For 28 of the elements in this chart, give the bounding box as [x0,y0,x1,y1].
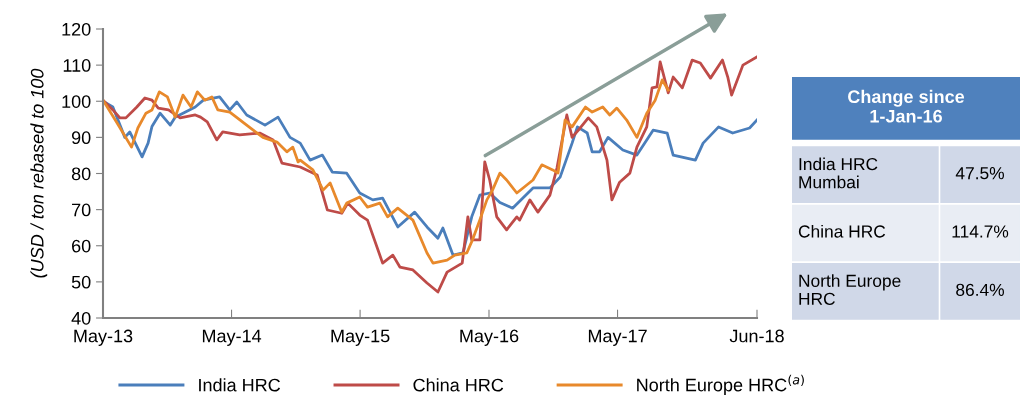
legend-label: North Europe HRC$^{(a)}$ [637,374,804,395]
x-tick-label: May-17 [588,329,647,346]
text: 86.4% [956,283,1004,296]
x-tick-label: Jun-18 [729,329,784,343]
category-label: North Europe HRC [799,274,901,306]
legend-label: India HRC [199,378,281,392]
x-tick-label: May-13 [74,329,133,346]
line-series [103,78,670,265]
y-tick-label: 90 [71,131,91,145]
category-label: China HRC [798,224,886,238]
text: 47.5% [955,167,1004,180]
y-tick-label: 100 [62,95,91,108]
y-tick-label: 110 [63,59,91,72]
x-tick-label: May-14 [202,329,262,346]
y-tick-label: 80 [71,167,91,181]
x-tick-label: May-15 [331,329,390,346]
category-label: India HRC Mumbai [799,157,878,189]
y-tick-label: 120 [62,22,91,36]
text: 114.7% [952,225,1009,238]
legend-label: China HRC [413,378,504,392]
y-tick-label: 50 [71,275,91,289]
y-axis-title: (USD / ton rebased to 100 [30,68,48,278]
y-tick-label: 40 [71,311,91,325]
text: Change since 1-Jan-16 [848,89,965,123]
y-tick-label: 60 [72,239,91,253]
line-series [103,55,757,294]
x-tick-label: May-16 [460,329,519,346]
y-tick-label: 70 [72,203,91,217]
